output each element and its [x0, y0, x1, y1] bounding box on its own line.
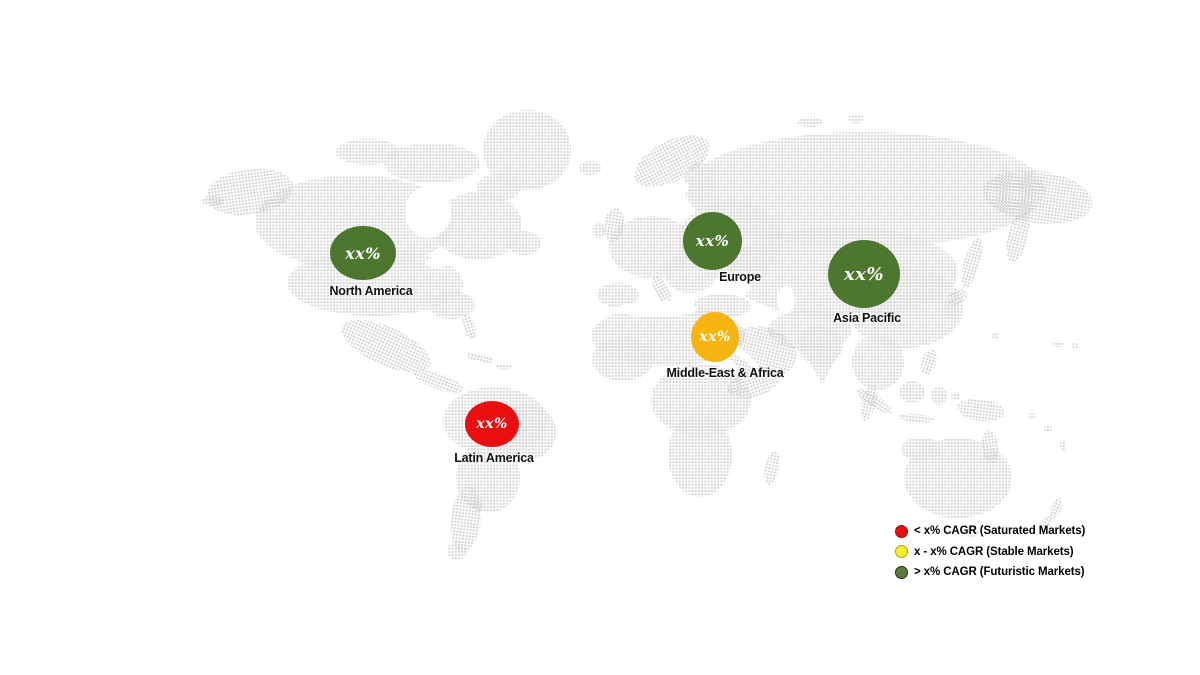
legend-swatch-saturated-icon [895, 524, 908, 538]
region-value-europe: xx% [695, 232, 730, 250]
legend-row-futuristic: > x% CAGR (Futuristic Markets) [895, 562, 1085, 583]
legend-swatch-futuristic-icon [895, 565, 908, 579]
legend-row-stable: x - x% CAGR (Stable Markets) [895, 542, 1085, 563]
region-label-middle-east-africa: Middle-East & Africa [666, 366, 784, 380]
region-label-latin-america: Latin America [454, 451, 534, 465]
legend-label-saturated: < x% CAGR (Saturated Markets) [914, 525, 1086, 538]
region-bubble-asia-pacific: xx% [828, 240, 900, 308]
region-value-asia-pacific: xx% [843, 263, 885, 285]
legend-label-futuristic: > x% CAGR (Futuristic Markets) [914, 566, 1085, 579]
region-bubble-middle-east-africa: xx% [691, 312, 739, 362]
region-label-asia-pacific: Asia Pacific [833, 311, 901, 325]
water-cutouts [405, 183, 795, 368]
region-value-latin-america: xx% [476, 416, 508, 432]
region-value-middle-east-africa: xx% [699, 329, 731, 345]
region-label-europe: Europe [719, 270, 761, 284]
region-label-north-america: North America [329, 284, 413, 298]
legend-swatch-stable-icon [895, 545, 908, 559]
continents [202, 110, 1093, 560]
region-bubble-north-america: xx% [330, 226, 396, 280]
legend: < x% CAGR (Saturated Markets) x - x% CAG… [895, 521, 1085, 583]
region-bubble-latin-america: xx% [465, 401, 519, 447]
region-bubble-europe: xx% [683, 212, 742, 270]
legend-label-stable: x - x% CAGR (Stable Markets) [914, 545, 1074, 558]
region-value-north-america: xx% [345, 243, 381, 263]
legend-row-saturated: < x% CAGR (Saturated Markets) [895, 521, 1085, 542]
